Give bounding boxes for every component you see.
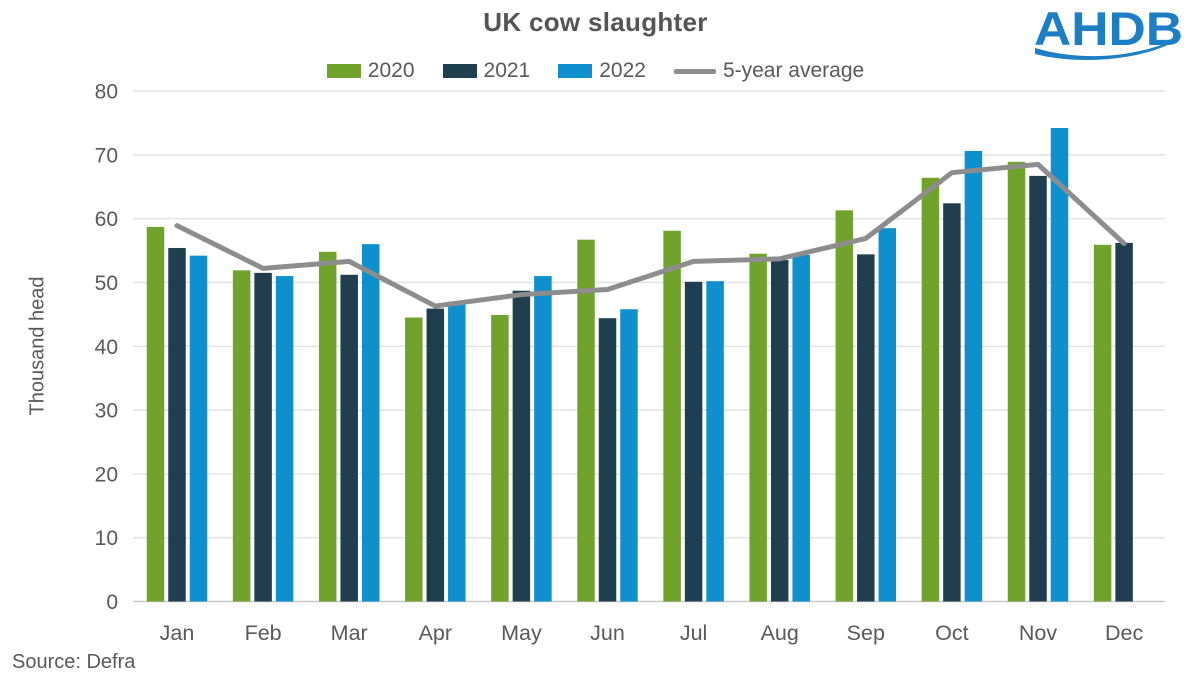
y-tick-label-30: 30 bbox=[95, 400, 118, 423]
ahdb-logo-wave bbox=[1035, 36, 1183, 60]
bar-2021-Aug bbox=[770, 260, 789, 602]
bar-2020-Feb bbox=[232, 270, 251, 602]
bar-2022-May bbox=[534, 276, 552, 602]
chart-legend: 2020 2021 2022 5-year average bbox=[0, 59, 1191, 83]
bar-2021-Oct bbox=[943, 203, 961, 602]
bar-2020-Nov bbox=[1007, 161, 1026, 602]
bar-2020-Dec bbox=[1093, 244, 1112, 602]
bar-2020-Apr bbox=[405, 317, 423, 602]
bar-2021-Dec bbox=[1115, 242, 1133, 602]
bar-2021-Nov bbox=[1029, 175, 1047, 602]
x-tick-label-Jan: Jan bbox=[160, 621, 195, 645]
bar-2020-Sep bbox=[835, 210, 854, 602]
legend-swatch-2021 bbox=[442, 64, 477, 78]
x-tick-label-Jul: Jul bbox=[680, 621, 707, 645]
bar-2022-Jan bbox=[189, 255, 208, 602]
y-tick-label-40: 40 bbox=[95, 336, 118, 359]
bar-2021-Feb bbox=[254, 272, 272, 602]
chart-title: UK cow slaughter bbox=[483, 7, 708, 37]
bar-2022-Feb bbox=[275, 276, 294, 602]
source-note: Source: Defra bbox=[12, 651, 136, 673]
x-tick-label-Mar: Mar bbox=[331, 621, 368, 645]
bar-2022-Aug bbox=[792, 254, 810, 602]
x-tick-label-Sep: Sep bbox=[847, 621, 885, 645]
y-tick-label-80: 80 bbox=[95, 81, 118, 104]
legend-item-2020: 2020 bbox=[326, 59, 415, 83]
ahdb-logo: AHDB bbox=[1033, 2, 1185, 70]
bar-2022-Mar bbox=[361, 244, 380, 602]
bar-2022-Sep bbox=[878, 228, 897, 602]
x-tick-label-Dec: Dec bbox=[1105, 621, 1143, 645]
bar-2022-Apr bbox=[448, 301, 466, 602]
y-tick-label-0: 0 bbox=[106, 591, 118, 614]
y-tick-label-60: 60 bbox=[95, 208, 118, 231]
bar-2021-Jun bbox=[598, 318, 617, 602]
legend-swatch-2022 bbox=[558, 64, 593, 78]
x-tick-label-Nov: Nov bbox=[1019, 621, 1057, 645]
y-tick-label-20: 20 bbox=[95, 463, 118, 486]
bar-2020-May bbox=[491, 314, 509, 602]
bar-2021-Jul bbox=[684, 281, 703, 602]
x-tick-label-Feb: Feb bbox=[245, 621, 282, 645]
legend-label-2020: 2020 bbox=[367, 59, 415, 82]
five-year-average-line bbox=[174, 161, 1127, 309]
bar-2021-Sep bbox=[857, 254, 875, 602]
bar-2020-Jan bbox=[146, 226, 165, 602]
bar-2022-Jul bbox=[706, 281, 724, 602]
legend-item-average: 5-year average bbox=[673, 59, 865, 83]
bar-2020-Aug bbox=[749, 253, 767, 602]
bar-2022-Jun bbox=[620, 309, 638, 602]
legend-label-2021: 2021 bbox=[483, 59, 531, 82]
y-tick-label-50: 50 bbox=[95, 272, 118, 295]
bar-2021-Jan bbox=[168, 247, 186, 602]
bar-2021-Apr bbox=[426, 308, 445, 602]
x-tick-label-Apr: Apr bbox=[419, 621, 452, 645]
legend-item-2021: 2021 bbox=[442, 59, 531, 83]
bar-2020-Mar bbox=[318, 251, 337, 602]
bar-2020-Jul bbox=[663, 230, 681, 602]
x-tick-label-Jun: Jun bbox=[590, 621, 625, 645]
bar-2022-Oct bbox=[964, 150, 983, 602]
ahdb-logo-graphic: AHDB bbox=[1034, 2, 1183, 60]
bar-2020-Oct bbox=[921, 177, 940, 602]
y-tick-label-70: 70 bbox=[95, 144, 118, 167]
bar-2021-May bbox=[512, 290, 531, 602]
x-tick-label-Oct: Oct bbox=[935, 621, 968, 645]
bar-2020-Jun bbox=[577, 239, 595, 602]
legend-label-average: 5-year average bbox=[722, 59, 865, 82]
legend-swatch-2020 bbox=[326, 64, 361, 78]
bar-2022-Nov bbox=[1050, 128, 1069, 602]
legend-item-2022: 2022 bbox=[558, 59, 646, 83]
legend-label-2022: 2022 bbox=[599, 59, 646, 82]
y-tick-label-10: 10 bbox=[95, 527, 118, 550]
legend-line-swatch bbox=[673, 68, 716, 74]
x-tick-label-Aug: Aug bbox=[761, 621, 799, 645]
x-tick-label-May: May bbox=[501, 621, 542, 645]
bar-2021-Mar bbox=[340, 274, 358, 602]
